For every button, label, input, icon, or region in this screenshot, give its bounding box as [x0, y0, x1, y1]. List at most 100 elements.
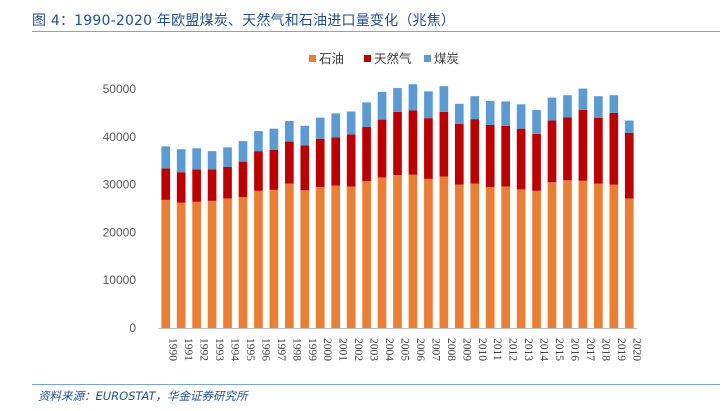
legend-label: 石油: [319, 51, 344, 66]
bar-segment: [532, 133, 541, 191]
legend-label: 煤炭: [434, 51, 459, 66]
bar-segment: [285, 141, 294, 184]
bar-segment: [470, 183, 480, 328]
legend-swatch: [309, 55, 316, 62]
x-tick-label: 1998: [290, 338, 302, 361]
bar-segment: [331, 113, 341, 138]
bar-segment: [424, 178, 433, 328]
bar-segment: [315, 186, 325, 328]
bar-segment: [207, 151, 217, 170]
bar-segment: [454, 123, 464, 185]
bar-segment: [470, 119, 480, 184]
bar-segment: [578, 180, 588, 328]
bar-segment: [408, 110, 418, 175]
bar-segment: [485, 124, 495, 187]
bar-segment: [501, 125, 510, 187]
bar-segment: [624, 132, 634, 199]
bar-segment: [346, 111, 356, 135]
x-tick-label: 2012: [507, 338, 519, 361]
bar-segment: [269, 189, 279, 328]
bar-segment: [501, 101, 510, 126]
x-tick-label: 1997: [275, 338, 287, 361]
bar-segment: [223, 147, 232, 167]
bar-segment: [439, 86, 449, 112]
bar-segment: [563, 180, 572, 328]
bar-segment: [176, 172, 186, 203]
bar-segment: [547, 97, 557, 121]
x-tick-label: 1995: [244, 338, 256, 361]
bar-segment: [161, 168, 171, 200]
bar-segment: [192, 148, 201, 170]
bar-segment: [578, 88, 588, 111]
bar-segment: [207, 200, 217, 328]
source-note: 资料来源：EUROSTAT，华金证券研究所: [38, 389, 248, 403]
bar-segment: [315, 117, 325, 139]
y-tick-label: 0: [129, 321, 136, 335]
bar-segment: [563, 117, 572, 181]
bar-segment: [485, 186, 495, 328]
bar-segment: [269, 128, 279, 150]
x-tick-label: 2006: [414, 338, 426, 361]
bar-segment: [532, 190, 541, 328]
bar-segment: [594, 183, 603, 328]
y-tick-label: 50000: [103, 82, 137, 96]
x-tick-label: 2000: [321, 338, 333, 361]
bar-segment: [254, 151, 263, 191]
bar-segment: [346, 134, 356, 187]
bar-segment: [238, 197, 248, 328]
bar-segment: [362, 102, 371, 127]
legend-swatch: [364, 55, 371, 62]
bar-segment: [393, 111, 402, 176]
x-tick-label: 2002: [352, 338, 364, 361]
x-tick-label: 1992: [198, 338, 210, 361]
x-tick-label: 2007: [429, 338, 441, 361]
x-tick-label: 2011: [491, 338, 503, 361]
bar-segment: [207, 169, 217, 201]
x-tick-label: 2008: [445, 338, 457, 361]
bar-segment: [315, 138, 325, 187]
bar-segment: [192, 201, 201, 328]
bar-segment: [516, 189, 526, 328]
bar-segment: [254, 131, 263, 152]
bar-segment: [532, 110, 541, 134]
bar-segment: [424, 91, 433, 119]
bar-segment: [547, 182, 557, 328]
bar-segment: [161, 199, 171, 328]
bar-segment: [192, 169, 201, 202]
bar-segment: [300, 125, 310, 146]
bar-segment: [331, 185, 341, 328]
x-tick-label: 1994: [229, 338, 241, 361]
bar-segment: [223, 198, 232, 328]
bar-segment: [624, 120, 634, 133]
bar-segment: [176, 202, 186, 328]
bar-segment: [454, 103, 464, 124]
bar-segment: [238, 141, 248, 162]
legend-swatch: [424, 55, 431, 62]
x-tick-label: 2019: [615, 338, 627, 361]
bar-segment: [269, 149, 279, 190]
bar-segment: [454, 184, 464, 328]
bar-segment: [516, 128, 526, 190]
bar-segment: [439, 176, 449, 328]
bar-segment: [594, 117, 603, 184]
bar-segment: [501, 186, 510, 328]
x-tick-label: 2013: [522, 338, 534, 361]
bar-segment: [470, 96, 480, 120]
bar-segment: [331, 137, 341, 186]
bar-segment: [362, 181, 371, 328]
bars: [161, 84, 634, 328]
legend: 石油 天然气 煤炭: [309, 51, 459, 66]
bar-segment: [285, 183, 294, 328]
x-tick-label: 2020: [630, 338, 642, 361]
x-tick-label: 1996: [259, 338, 271, 361]
bar-segment: [609, 184, 619, 328]
x-tick-label: 2001: [337, 338, 349, 361]
bar-segment: [624, 198, 634, 328]
legend-label: 天然气: [374, 51, 412, 66]
bar-segment: [578, 110, 588, 181]
x-tick-label: 2014: [538, 338, 550, 361]
bar-segment: [176, 149, 186, 173]
x-tick-label: 1990: [167, 338, 179, 361]
